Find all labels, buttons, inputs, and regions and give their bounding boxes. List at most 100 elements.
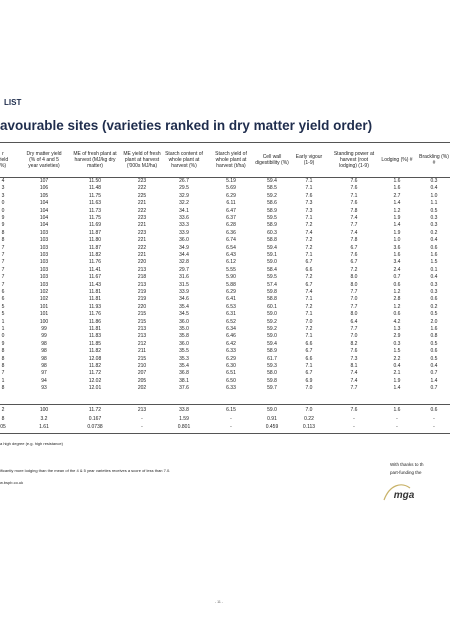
table-cell: 5.90 [226, 274, 236, 281]
footer-cell: 05 [0, 424, 6, 430]
table-cell: 5 [1, 311, 5, 318]
table-cell: 7.1 [305, 252, 313, 258]
table-cell: 5.19 [226, 178, 236, 184]
table-cell: 213 [137, 281, 147, 288]
footer-cell: 0.459 [265, 424, 279, 430]
table-cell: 103 [39, 281, 49, 288]
table-cell: 0.3 [430, 178, 438, 184]
footer-cell: 0.167 [88, 415, 102, 422]
table-cell: 11.93 [88, 303, 102, 310]
table-cell: 103 [39, 229, 49, 236]
table-cell: 36.0 [179, 340, 189, 347]
table-cell: 1.0 [430, 192, 438, 199]
table-cell: 213 [137, 333, 147, 340]
table-cell: 11.83 [88, 333, 102, 340]
footer-cell: 1.61 [39, 424, 49, 430]
table-cell: 31.5 [179, 281, 189, 288]
table-cell: 8 [1, 229, 5, 236]
table-cell: 6 [1, 296, 5, 303]
table-cell: 11.82 [88, 363, 102, 369]
table-cell: 11.41 [88, 266, 102, 273]
table-cell: 6.53 [226, 303, 236, 310]
table-cell: 7.1 [305, 333, 313, 340]
table-cell: 6.7 [305, 281, 313, 288]
table-cell: 205 [137, 377, 147, 384]
table-cell: 6.50 [226, 377, 236, 384]
table-cell: 33.9 [179, 229, 189, 236]
table-cell: 8.1 [350, 363, 358, 369]
footer-cell: - [396, 424, 398, 430]
footer-cell: - [433, 415, 435, 422]
table-cell: 7.4 [305, 289, 313, 295]
table-cell: 3.6 [393, 244, 401, 251]
table-cell: 7.3 [305, 200, 313, 207]
table-cell: 2.9 [393, 333, 401, 340]
table-cell: 219 [137, 289, 147, 295]
column-header: Lodging (%) # [381, 156, 413, 163]
table-cell: 215 [137, 355, 147, 362]
table-cell: 102 [39, 289, 49, 295]
table-cell: 97 [41, 370, 47, 377]
table-cell: 7.3 [350, 355, 358, 362]
table-cell: 59.4 [267, 178, 277, 184]
table-cell: 0.6 [430, 244, 438, 251]
table-cell: 104 [39, 215, 49, 221]
table-cell: 221 [137, 222, 147, 229]
table-cell: 58.8 [267, 296, 277, 303]
thanks-text: part-funding the [390, 470, 422, 475]
table-cell: 6.6 [305, 340, 313, 347]
table-cell: 29.7 [179, 266, 189, 273]
table-cell: 0 [1, 333, 5, 340]
table-cell: 0.3 [430, 281, 438, 288]
table-cell: 6.28 [226, 222, 236, 229]
table-cell: 1.6 [393, 252, 401, 258]
table-cell: 6.37 [226, 215, 236, 221]
table-cell: 6.30 [226, 363, 236, 369]
footer-cell: 1.59 [179, 415, 189, 422]
table-cell: 1.2 [393, 289, 401, 295]
logo-text: mga [394, 490, 415, 501]
table-cell: 7.7 [350, 326, 358, 332]
footer-cell: - [141, 415, 143, 422]
table-cell: 6.9 [305, 377, 313, 384]
table-cell: 0.5 [430, 355, 438, 362]
thanks-text: With thanks to th [390, 462, 424, 467]
table-cell: 7.1 [350, 192, 358, 199]
table-cell: 7.8 [350, 237, 358, 244]
table-cell: 35.4 [179, 303, 189, 310]
table-cell: 202 [137, 385, 147, 392]
table-cell: 11.75 [88, 192, 102, 199]
column-header: r yield %) [0, 150, 9, 169]
table-cell: 11.82 [88, 348, 102, 355]
table-cell: 33.6 [179, 215, 189, 221]
table-cell: 34.4 [179, 252, 189, 258]
table-cell: 32.8 [179, 259, 189, 266]
table-cell: 6.43 [226, 252, 236, 258]
table-cell: 0.4 [430, 363, 438, 369]
footer-cell: 11.72 [88, 407, 102, 413]
footer-cell: - [353, 415, 355, 422]
table-cell: 106 [39, 185, 49, 192]
table-cell: 7.6 [350, 185, 358, 192]
table-cell: 6.11 [226, 200, 236, 207]
column-header: Starch content of whole plant at harvest… [165, 150, 203, 169]
table-cell: 35.8 [179, 333, 189, 340]
table-cell: 0.7 [430, 370, 438, 377]
table-cell: 6.7 [350, 259, 358, 266]
footer-cell: 0.113 [302, 424, 316, 430]
column-header: ME yield of fresh plant at harvest ('000… [123, 150, 161, 169]
table-cell: 59.8 [267, 377, 277, 384]
column-header: Standing power at harvest (root lodging)… [333, 150, 375, 169]
table-cell: 93 [41, 385, 47, 392]
table-cell: 11.63 [88, 200, 102, 207]
table-cell: 7 [1, 266, 5, 273]
table-cell: 1.3 [393, 326, 401, 332]
table-cell: 7.4 [350, 215, 358, 221]
table-cell: 0.7 [393, 274, 401, 281]
table-cell: 60.3 [267, 229, 277, 236]
table-cell: 1 [1, 377, 5, 384]
table-cell: 223 [137, 178, 147, 184]
table-cell: 222 [137, 207, 147, 214]
table-cell: 7.2 [350, 266, 358, 273]
footer-cell: 2 [1, 407, 5, 413]
